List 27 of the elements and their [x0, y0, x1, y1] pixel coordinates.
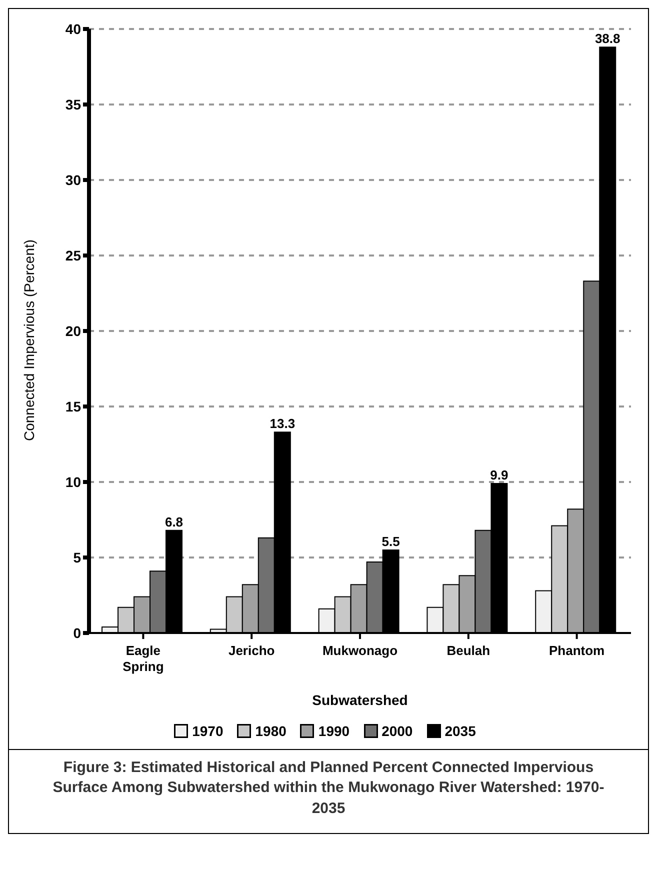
legend-label: 2000: [382, 723, 413, 739]
y-tick-label: 5: [73, 549, 82, 566]
data-label: 13.3: [270, 416, 296, 432]
legend-label: 1990: [318, 723, 350, 739]
legend-label: 2035: [444, 723, 476, 739]
y-tick-label: 35: [65, 96, 82, 112]
x-tick-label: Jericho: [228, 643, 275, 658]
x-tick-label: Beulah: [446, 643, 490, 658]
y-tick-label: 40: [65, 20, 82, 37]
y-axis-title: Connected Impervious (Percent): [20, 239, 37, 441]
caption: Figure 3: Estimated Historical and Planned Percent Connected Impervious Surface Among Subwatershed within the Mukwonago River Watershed: 1970-2035: [9, 749, 648, 833]
x-axis-title: Subwatershed: [312, 692, 408, 708]
y-tick-label: 0: [73, 624, 82, 641]
y-tick-label: 30: [65, 172, 82, 188]
data-label: 9.9: [490, 468, 508, 483]
y-tick-label: 20: [65, 322, 82, 339]
y-tick-label: 15: [65, 398, 82, 414]
y-tick-label: 10: [65, 474, 82, 490]
data-label: 38.8: [594, 31, 620, 46]
x-tick-label: Eagle Spring: [122, 643, 164, 674]
legend-label: 1970: [192, 723, 224, 739]
x-tick-label: Phantom: [548, 643, 605, 658]
legend-label: 1980: [255, 723, 286, 739]
data-label: 6.8: [164, 514, 184, 530]
data-label: 5.5: [382, 534, 400, 549]
x-tick-label: Mukwonago: [322, 643, 398, 658]
y-tick-label: 25: [65, 247, 82, 264]
